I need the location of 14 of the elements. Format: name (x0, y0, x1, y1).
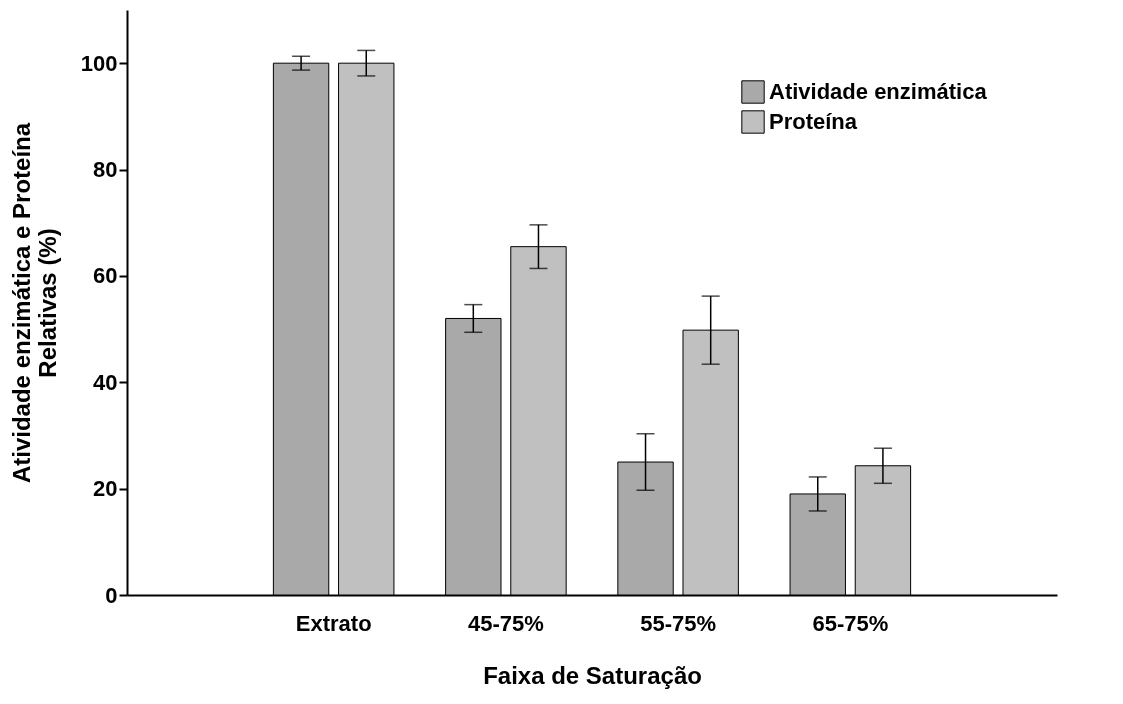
x-tick-label: 55-75% (640, 610, 717, 636)
y-tick-label: 40 (93, 369, 118, 395)
y-tick-label: 20 (93, 476, 118, 502)
x-tick-label: 45-75% (467, 610, 544, 636)
x-axis-title: Faixa de Saturação (483, 661, 702, 689)
x-tick-label: 65-75% (812, 610, 889, 636)
y-tick-label: 60 (93, 263, 118, 289)
y-tick-label: 80 (93, 157, 118, 183)
y-tick-label: 100 (80, 50, 118, 76)
x-tick-label: Extrato (295, 610, 372, 636)
y-axis-title: Atividade enzimática e Proteína Relativas (%) (7, 122, 61, 484)
legend-label: Proteína (769, 109, 858, 134)
legend-label: Atividade enzimática (769, 79, 988, 104)
y-tick-label: 0 (105, 582, 118, 608)
